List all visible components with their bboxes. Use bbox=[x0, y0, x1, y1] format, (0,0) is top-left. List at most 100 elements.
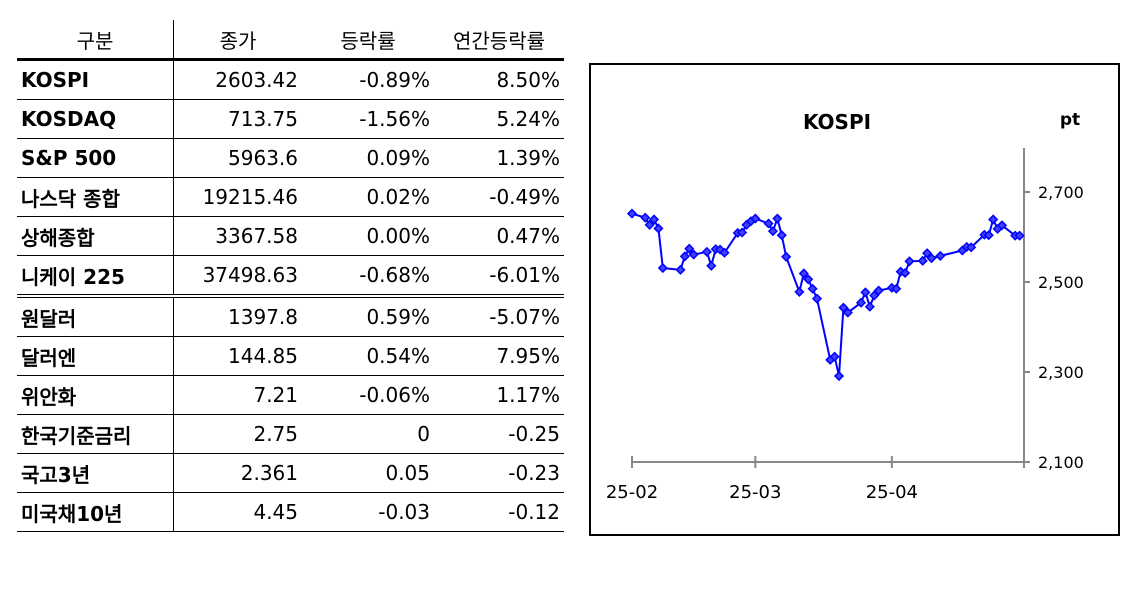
annual-change-rate: 7.95% bbox=[434, 336, 564, 376]
data-point bbox=[869, 290, 880, 301]
row-label: 니케이 225 bbox=[17, 255, 174, 298]
close-value: 2.75 bbox=[173, 414, 302, 454]
data-point bbox=[873, 285, 884, 296]
annual-change-rate: -5.07% bbox=[434, 296, 564, 337]
table-row: KOSDAQ 713.75 -1.56% 5.24% bbox=[17, 99, 564, 139]
data-point bbox=[719, 247, 730, 258]
change-rate: 0.02% bbox=[302, 177, 434, 217]
row-label: KOSPI bbox=[17, 59, 174, 100]
table-row: 나스닥 종합 19215.46 0.02% -0.49% bbox=[17, 177, 564, 217]
annual-change-rate: 1.17% bbox=[434, 375, 564, 415]
kospi-chart-svg: KOSPI pt 2,100 2,300 2,500 2,700 25-02 25-03 2… bbox=[606, 110, 1084, 503]
data-point bbox=[706, 260, 717, 271]
close-value: 4.45 bbox=[173, 492, 302, 532]
data-point bbox=[644, 219, 655, 230]
table-row: 위안화 7.21 -0.06% 1.17% bbox=[17, 375, 564, 415]
close-value: 713.75 bbox=[173, 99, 302, 139]
change-rate: 0.05 bbox=[302, 453, 434, 493]
close-value: 5963.6 bbox=[173, 138, 302, 178]
data-point bbox=[684, 243, 695, 254]
annual-change-rate: -0.23 bbox=[434, 453, 564, 493]
column-header: 연간등락률 bbox=[434, 20, 564, 61]
row-label: 원달러 bbox=[17, 296, 174, 337]
data-point bbox=[935, 250, 946, 261]
close-value: 1397.8 bbox=[173, 296, 302, 337]
table-row: 국고3년 2.361 0.05 -0.23 bbox=[17, 453, 564, 493]
annual-change-rate: -0.25 bbox=[434, 414, 564, 454]
data-point bbox=[926, 253, 937, 264]
data-point bbox=[833, 370, 845, 382]
row-label: 국고3년 bbox=[17, 453, 174, 493]
table-row: 한국기준금리 2.75 0 -0.25 bbox=[17, 414, 564, 454]
data-point bbox=[966, 242, 977, 253]
data-point bbox=[657, 262, 668, 274]
table-row: 미국채10년 4.45 -0.03 -0.12 bbox=[17, 492, 564, 532]
close-value: 37498.63 bbox=[173, 255, 302, 298]
data-point bbox=[1014, 230, 1025, 241]
market-table: 구분 종가 등락률 연간등락률 KOSPI 2603.42 -0.89% 8.50% KOSD… bbox=[17, 20, 564, 532]
close-value: 2603.42 bbox=[173, 59, 302, 100]
data-point bbox=[688, 249, 699, 260]
data-point bbox=[679, 251, 690, 262]
data-point bbox=[855, 297, 867, 308]
data-point bbox=[701, 246, 712, 257]
annual-change-rate: 8.50% bbox=[434, 59, 564, 100]
row-label: S&P 500 bbox=[17, 138, 174, 178]
kospi-chart: KOSPI pt 2,100 2,300 2,500 2,700 25-02 25-03 2… bbox=[589, 63, 1120, 536]
data-point bbox=[829, 351, 840, 362]
table-row: S&P 500 5963.6 0.09% 1.39% bbox=[17, 138, 564, 178]
data-point bbox=[996, 220, 1008, 231]
annual-change-rate: 5.24% bbox=[434, 99, 564, 139]
y-tick-label: 2,500 bbox=[1038, 273, 1084, 292]
data-point bbox=[803, 274, 814, 285]
change-rate: 0.54% bbox=[302, 336, 434, 376]
data-point bbox=[737, 227, 748, 238]
close-value: 144.85 bbox=[173, 336, 302, 376]
row-label: 달러엔 bbox=[17, 336, 174, 376]
data-point bbox=[860, 287, 871, 298]
row-label: KOSDAQ bbox=[17, 99, 174, 139]
data-point bbox=[917, 255, 928, 266]
y-tick-label: 2,100 bbox=[1038, 453, 1084, 472]
data-point bbox=[767, 226, 779, 237]
close-value: 7.21 bbox=[173, 375, 302, 415]
data-point bbox=[750, 213, 761, 224]
change-rate: 0.00% bbox=[302, 216, 434, 256]
kospi-line bbox=[631, 212, 1020, 377]
row-label: 미국채10년 bbox=[17, 492, 174, 532]
row-label: 한국기준금리 bbox=[17, 414, 174, 454]
annual-change-rate: -0.12 bbox=[434, 492, 564, 532]
data-point bbox=[626, 208, 638, 219]
table-row: 상해종합 3367.58 0.00% 0.47% bbox=[17, 216, 564, 256]
data-point bbox=[988, 214, 999, 225]
change-rate: 0.09% bbox=[302, 138, 434, 178]
change-rate: -1.56% bbox=[302, 99, 434, 139]
y-axis-label: pt bbox=[1060, 110, 1080, 130]
annual-change-rate: 1.39% bbox=[434, 138, 564, 178]
data-point bbox=[807, 283, 818, 294]
column-header: 등락률 bbox=[302, 20, 434, 61]
data-point bbox=[838, 302, 849, 313]
data-point bbox=[772, 213, 783, 224]
data-point bbox=[900, 267, 911, 279]
change-rate: 0 bbox=[302, 414, 434, 454]
data-point bbox=[864, 301, 875, 312]
data-point bbox=[675, 264, 686, 275]
annual-change-rate: -0.49% bbox=[434, 177, 564, 217]
data-point bbox=[798, 268, 809, 279]
y-tick-label: 2,700 bbox=[1038, 183, 1084, 202]
annual-change-rate: 0.47% bbox=[434, 216, 564, 256]
x-tick-label: 25-03 bbox=[729, 482, 781, 503]
data-point bbox=[653, 223, 664, 234]
y-tick-label: 2,300 bbox=[1038, 363, 1084, 382]
change-rate: 0.59% bbox=[302, 296, 434, 337]
data-point bbox=[776, 230, 787, 241]
data-point bbox=[640, 212, 651, 223]
row-label: 위안화 bbox=[17, 375, 174, 415]
data-point bbox=[763, 218, 774, 229]
change-rate: -0.06% bbox=[302, 375, 434, 415]
data-point bbox=[794, 286, 805, 297]
table-row: 달러엔 144.85 0.54% 7.95% bbox=[17, 336, 564, 376]
chart-title: KOSPI bbox=[803, 110, 871, 134]
close-value: 2.361 bbox=[173, 453, 302, 493]
